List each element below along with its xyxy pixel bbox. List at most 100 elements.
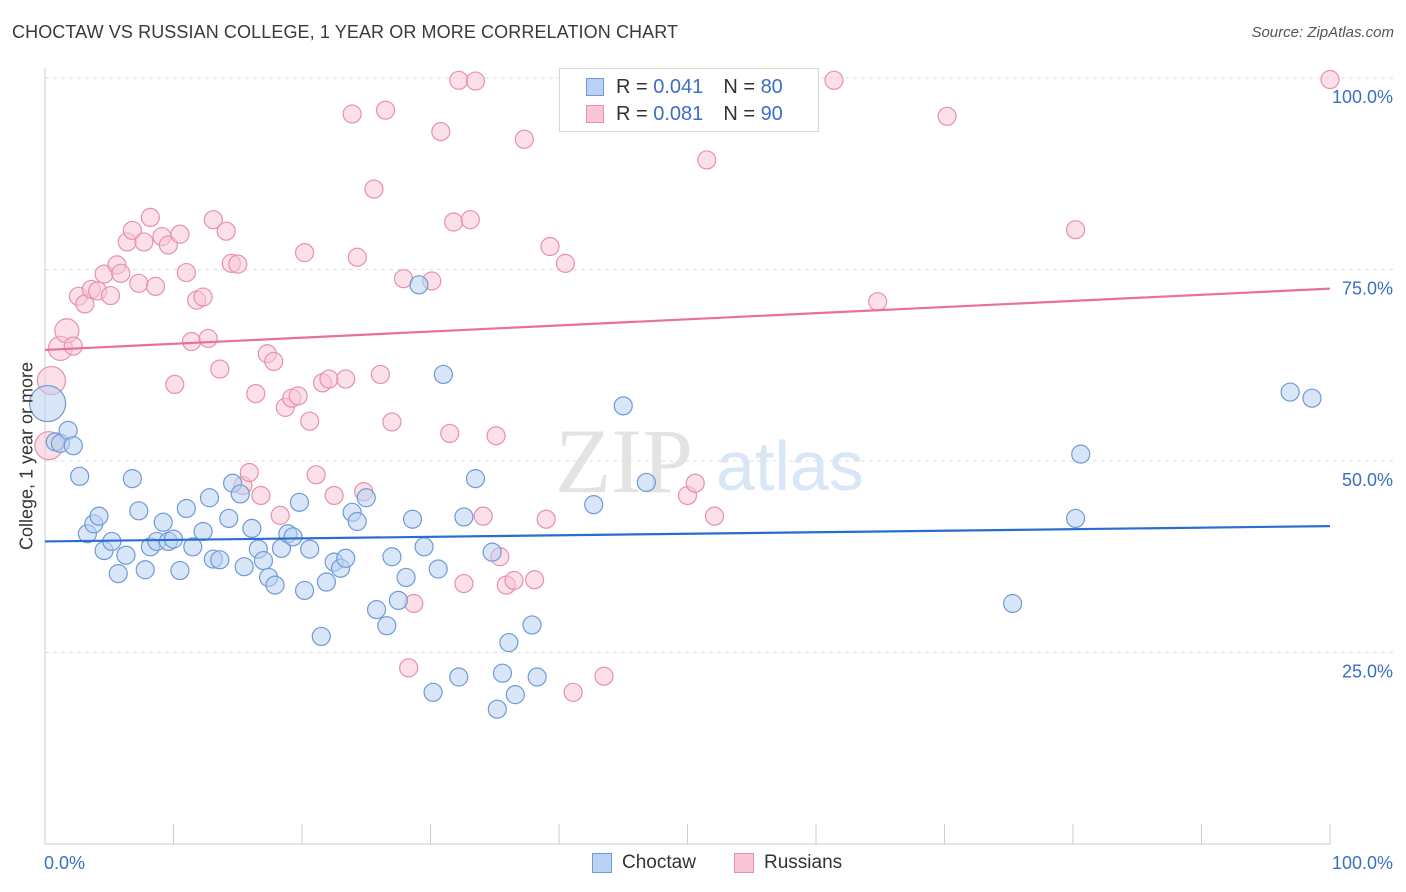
russians-point [239,462,259,483]
russians-point [404,593,424,614]
russians-point [251,485,271,506]
choctaw-point [433,364,453,385]
source-label: Source: ZipAtlas.com [1251,24,1394,41]
russians-point [486,426,506,446]
russians-point [540,236,560,257]
choctaw-point [336,548,356,568]
russians-point [228,254,248,274]
choctaw-point [199,488,220,508]
russians-point [100,285,121,306]
legend-r-label: R = [616,75,648,98]
russians-point [514,129,534,149]
russians-point [504,570,524,591]
choctaw-point [316,572,337,592]
choctaw-point [129,501,149,521]
legend-row-russians: R = 0.081 N = 90 [586,102,783,126]
russians-point [399,658,419,678]
russians-point [594,666,614,686]
russians-point [129,273,149,293]
russians-point [336,369,356,389]
legend-row-choctaw: R = 0.041 N = 80 [586,75,783,99]
choctaw-point [70,466,90,486]
bottom-legend-choctaw: Choctaw [592,852,696,874]
choctaw-point [170,560,190,581]
chart-title: CHOCTAW VS RUSSIAN COLLEGE, 1 YEAR OR MO… [12,22,679,42]
russians-point [454,573,474,594]
legend-r-value-choctaw: 0.041 [653,75,704,98]
choctaw-point [242,518,262,539]
russians-point [203,210,223,230]
watermark: ZIP atlas [555,410,864,512]
russians-point [465,71,486,91]
russians-point [697,150,717,170]
legend-swatch-russians [586,105,604,123]
choctaw-point [230,484,250,504]
russians-point [210,359,230,379]
choctaw-point [487,699,507,719]
bottom-legend-swatch-russians [734,853,754,873]
russians-point [1065,220,1086,240]
russians-point [63,336,83,356]
correlation-legend: R = 0.041 N = 80 R = 0.081 N = 90 [559,68,819,132]
russians-point [300,411,320,431]
legend-r-label: R = [616,102,648,125]
russians-point [198,328,218,349]
choctaw-point [89,506,109,526]
choctaw-point [210,550,230,570]
russians-point [563,682,583,702]
bottom-legend-label-russians: Russians [764,852,843,873]
choctaw-point [108,564,128,584]
russians-point [145,276,166,296]
bottom-legend-russians: Russians [734,852,842,874]
choctaw-point [300,539,320,559]
legend-n-value-russians: 90 [760,102,783,125]
russians-point [1320,69,1340,90]
legend-n-label: N = [723,75,755,98]
russians-point [444,212,464,232]
choctaw-point [636,472,656,493]
russians-point [370,364,390,385]
choctaw-point [219,508,239,529]
watermark-zip: ZIP [555,410,693,512]
russians-point [319,369,339,389]
choctaw-point [505,685,525,705]
russians-point [264,351,284,372]
choctaw-trend-line [44,525,1331,543]
russians-point [431,122,451,142]
legend-n-value-choctaw: 80 [760,75,783,98]
legend-r-value-russians: 0.081 [653,102,704,125]
russians-point [342,104,362,124]
choctaw-point [1071,444,1091,464]
russians-point [473,506,493,526]
legend-swatch-choctaw [586,78,604,96]
russians-point [246,383,266,404]
bottom-legend-label-choctaw: Choctaw [622,852,696,873]
choctaw-point [122,469,142,489]
choctaw-point [409,275,429,295]
russians-point [111,263,131,283]
choctaw-point [183,537,203,557]
trend-lines [44,287,1331,543]
russians-point [555,253,576,273]
russians-trend-line [44,287,1331,352]
choctaw-point [63,436,83,456]
russians-point [288,386,308,406]
russians-point [536,509,556,529]
choctaw-point [116,545,136,565]
y-tick-label: 50.0% [1342,470,1393,490]
series-russians [34,69,1340,702]
choctaw-point [465,469,486,489]
choctaw-point [265,575,285,595]
y-tick-label: 25.0% [1342,662,1393,682]
choctaw-point [176,498,196,519]
russians-point [824,70,844,90]
y-tick-label: 100.0% [1332,87,1393,107]
choctaw-point [1280,382,1300,402]
choctaw-point [522,615,542,635]
russians-point [306,465,326,485]
choctaw-point [449,667,469,687]
choctaw-point [28,384,67,423]
russians-point [449,70,469,90]
russians-point [382,412,402,432]
russians-point [937,106,957,126]
